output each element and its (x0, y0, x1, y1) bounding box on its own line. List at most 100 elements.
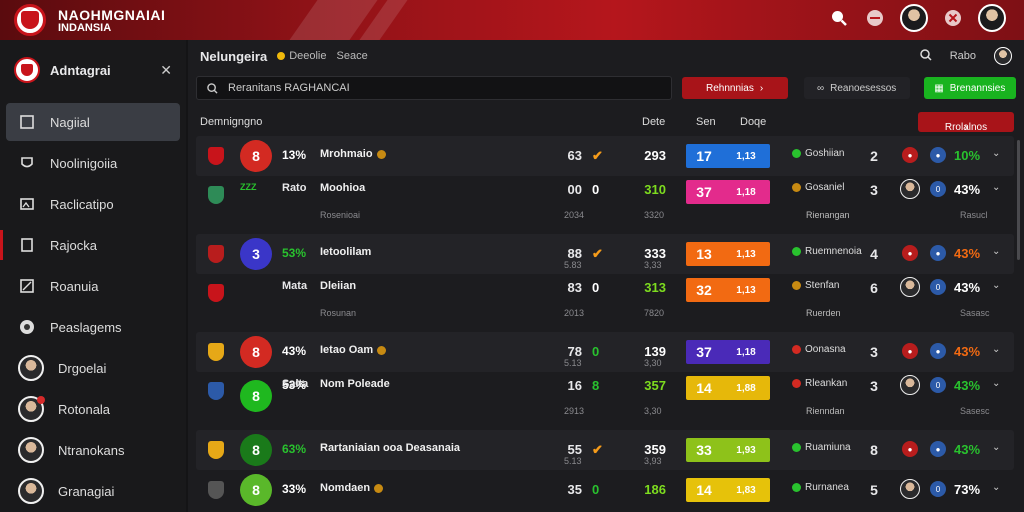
team-subname: Rosenioai (320, 210, 361, 220)
sidebar-item-drgoelai[interactable]: Drgoelai (6, 349, 180, 387)
arrow-right-icon: › (964, 122, 968, 133)
info-icon: ● (930, 147, 946, 163)
status-text: Ruamiuna (805, 442, 851, 453)
subtitle-tag[interactable]: Deeolie (277, 50, 327, 62)
table-row[interactable]: 8 13% Mrohmaio 63 ✔ 293 17 1,13 Goshiian 2 ● ● 10% ⌄ (196, 136, 1014, 176)
team-name[interactable]: Rartaniaian ooa Deasanaia (320, 442, 460, 454)
search-input[interactable]: Reranitans RAGHANCAI (196, 76, 672, 100)
column-header-b[interactable]: Sen (696, 116, 716, 128)
player-avatar[interactable] (900, 277, 920, 297)
minus-icon[interactable] (864, 7, 886, 29)
user-avatar[interactable] (900, 4, 928, 32)
team-name[interactable]: Nom Poleade (320, 378, 390, 390)
table-row[interactable]: 8 33% Nomdaen 35 0 186 14 1,83 Rurnanea 5 0 73% ⌄ (196, 470, 1014, 510)
search-icon[interactable] (828, 7, 850, 29)
info-icon: ● (930, 343, 946, 359)
team-prefix: Rato (282, 182, 307, 194)
score-block[interactable]: 37 1,18 (686, 180, 770, 204)
table-row[interactable]: 8 43% Ietao Oam 78 0 139 5.13 3,30 37 1,18 Oonasna… (196, 332, 1014, 372)
green-action-button[interactable]: ▦ Brenannsies (923, 77, 1016, 99)
status-text: Ruemnenoia (805, 246, 862, 257)
info-icon: ● (930, 441, 946, 457)
status-dot-icon (792, 247, 801, 256)
subtitle-seace[interactable]: Seace (336, 50, 368, 62)
sidebar-item-label: Noolinigoiia (50, 155, 118, 171)
player-avatar[interactable] (900, 375, 920, 395)
table-row[interactable]: Mata Dleiian Rosunan 83 0 313 2013 7820 32 1,13 St… (196, 274, 1014, 332)
chevron-down-icon[interactable]: ⌄ (992, 482, 1001, 493)
table-row[interactable]: 8 63% Rartaniaian ooa Deasanaia 55 ✔ 359 5.13 3… (196, 430, 1014, 470)
column-header-team[interactable]: Demnigngno (200, 116, 263, 128)
team-name[interactable]: Mrohmaio (320, 148, 386, 160)
app-logo[interactable] (14, 4, 46, 36)
column-header-c[interactable]: Doqe (740, 116, 767, 128)
team-name-label: Mrohmaio (320, 148, 373, 160)
shield-icon (18, 154, 36, 172)
player-avatar[interactable] (900, 179, 920, 199)
chevron-down-icon[interactable]: ⌄ (992, 280, 1001, 291)
stat-sub-b: 3320 (644, 210, 665, 220)
table-action-button[interactable]: Rrolalnos › (918, 112, 1014, 133)
sidebar-item-nagiial[interactable]: Nagiial (6, 103, 180, 141)
chevron-down-icon[interactable]: ⌄ (992, 378, 1001, 389)
chevron-down-icon[interactable]: ⌄ (992, 246, 1001, 257)
sidebar-item-rotonala[interactable]: Rotonala (6, 390, 180, 428)
rank-number: 3 (870, 344, 878, 360)
score-block[interactable]: 32 1,13 (686, 278, 770, 302)
sidebar-item-noolinigoiia[interactable]: Noolinigoiia (6, 144, 180, 182)
chevron-down-icon[interactable]: ⌄ (992, 344, 1001, 355)
column-header-a[interactable]: Dete (642, 116, 666, 128)
result-mark-icon: 8 (592, 378, 600, 393)
sidebar-item-roanuia[interactable]: Roanuia (6, 267, 180, 305)
team-name[interactable]: Ietao Oam (320, 344, 387, 356)
table-row[interactable]: Rato Moohioa Rosenioai ZZZ 00 0 310 2034 3320 37 1… (196, 176, 1014, 234)
team-name[interactable]: Nomdaen (320, 482, 384, 494)
scrollbar[interactable] (1017, 140, 1020, 260)
sidebar-item-ntranokans[interactable]: Ntranokans (6, 431, 180, 469)
header-right-label[interactable]: Rabo (949, 50, 976, 62)
sidebar-item-peaslagems[interactable]: Peaslagems (6, 308, 180, 346)
top-bar: NAOHMGNAIAI INDANSIA (0, 0, 1024, 40)
status-label: Stenfan (792, 280, 839, 291)
score-block[interactable]: 13 1,13 (686, 242, 770, 266)
player-avatar[interactable] (900, 479, 920, 499)
team-percentage: 53% (282, 246, 307, 260)
rank-number: 4 (870, 246, 878, 262)
score-block[interactable]: 17 1,13 (686, 144, 770, 168)
close-icon[interactable]: ✕ (160, 61, 172, 78)
stat-sub-a: 2013 (564, 308, 585, 318)
team-name[interactable]: Dleiian (320, 280, 356, 292)
sidebar-item-raclicatipo[interactable]: Raclicatipo (6, 185, 180, 223)
team-subname: Rosunan (320, 308, 357, 318)
status-dot-icon (792, 281, 801, 290)
sidebar-item-granagiai[interactable]: Granagiai (6, 472, 180, 510)
score-block[interactable]: 14 1,88 (686, 376, 770, 400)
secondary-dark-button[interactable]: ∞ Reanoesessos (803, 77, 910, 99)
search-icon[interactable] (919, 48, 932, 64)
score-block[interactable]: 33 1,93 (686, 438, 770, 462)
team-percentage: 53% (282, 378, 307, 392)
close-circle-icon[interactable] (942, 7, 964, 29)
coin-icon (374, 483, 384, 493)
status-label: Gosaniel (792, 182, 844, 193)
chevron-down-icon[interactable]: ⌄ (992, 182, 1001, 193)
primary-red-button[interactable]: Rehnnnias › (681, 77, 788, 99)
status-text: Rleankan (805, 378, 848, 389)
score-block[interactable]: 14 1,83 (686, 478, 770, 502)
score-block[interactable]: 37 1,18 (686, 340, 770, 364)
rank-number: 3 (870, 182, 878, 198)
team-name-label: Moohioa (320, 182, 366, 194)
profile-avatar[interactable] (978, 4, 1006, 32)
table-row[interactable]: 8 53% Salta Nom Poleade 16 8 357 2913 3,30 14 1,88… (196, 372, 1014, 430)
sidebar-item-rajocka[interactable]: Rajocka (0, 226, 180, 264)
team-name[interactable]: Ietoolilam (320, 246, 371, 258)
chevron-down-icon[interactable]: ⌄ (992, 148, 1001, 159)
stat-sub-a: 5.13 (564, 456, 582, 466)
team-sub-tag: ZZZ (240, 182, 257, 192)
table-row[interactable]: 3 53% Ietoolilam 88 ✔ 333 5.83 3,33 13 1,13 Ruemne… (196, 234, 1014, 274)
team-name[interactable]: Moohioa (320, 182, 365, 194)
chevron-down-icon[interactable]: ⌄ (992, 442, 1001, 453)
rank-number: 2 (870, 148, 878, 164)
avatar[interactable] (994, 47, 1012, 65)
button-label: Reanoesessos (830, 82, 897, 94)
